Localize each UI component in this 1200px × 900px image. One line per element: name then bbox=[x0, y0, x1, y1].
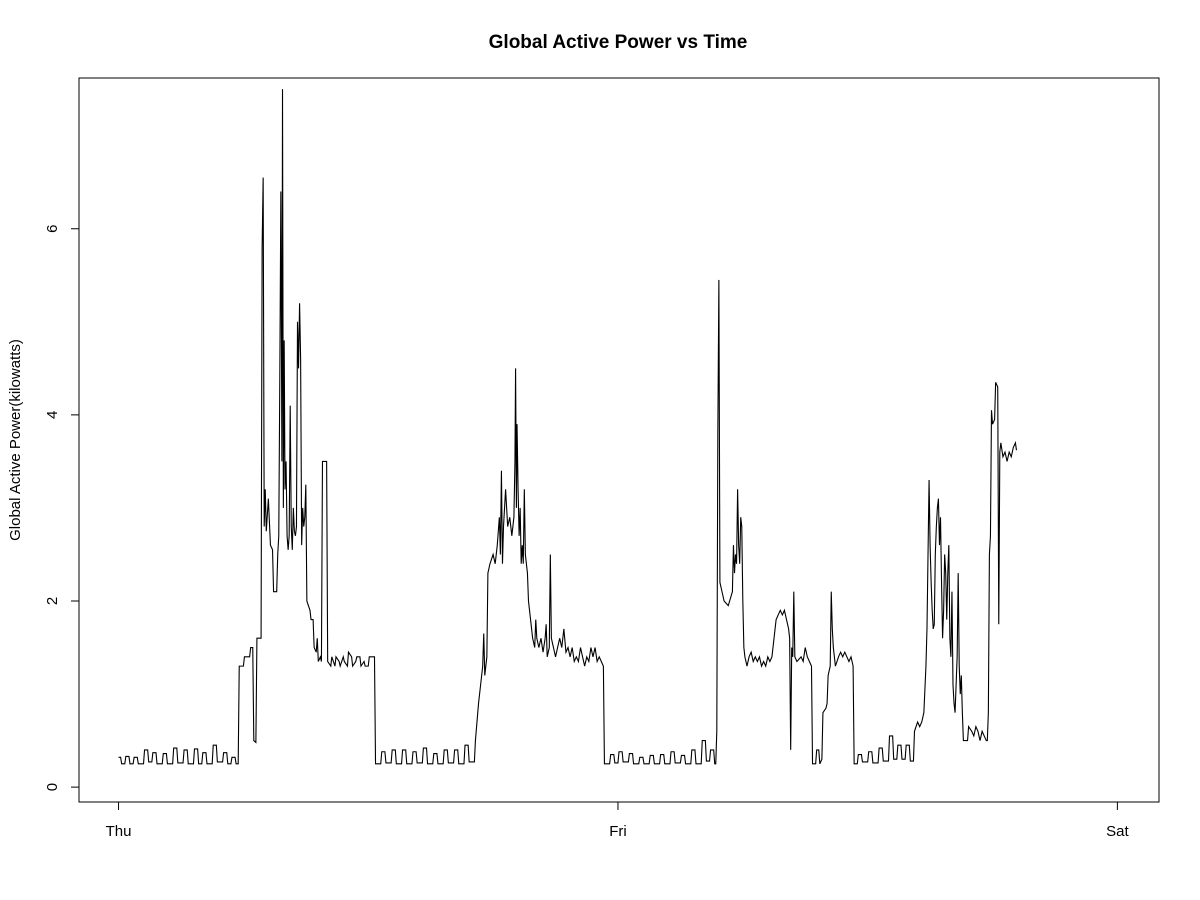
x-tick-label: Fri bbox=[609, 823, 627, 840]
x-tick-label: Sat bbox=[1106, 823, 1129, 840]
y-axis: 0 2 4 6 bbox=[44, 225, 80, 791]
x-axis: Thu Fri Sat bbox=[106, 801, 1129, 840]
plot-frame bbox=[78, 77, 1160, 803]
x-tick-label: Thu bbox=[106, 823, 132, 840]
y-tick-label: 0 bbox=[44, 783, 61, 791]
y-tick-label: 6 bbox=[44, 225, 61, 233]
chart-title: Global Active Power vs Time bbox=[489, 32, 748, 53]
y-tick-label: 4 bbox=[44, 411, 61, 419]
series-layer bbox=[118, 89, 1018, 765]
series-line bbox=[118, 89, 1018, 765]
y-axis-label: Global Active Power(kilowatts) bbox=[7, 339, 24, 541]
y-tick-label: 2 bbox=[44, 597, 61, 605]
